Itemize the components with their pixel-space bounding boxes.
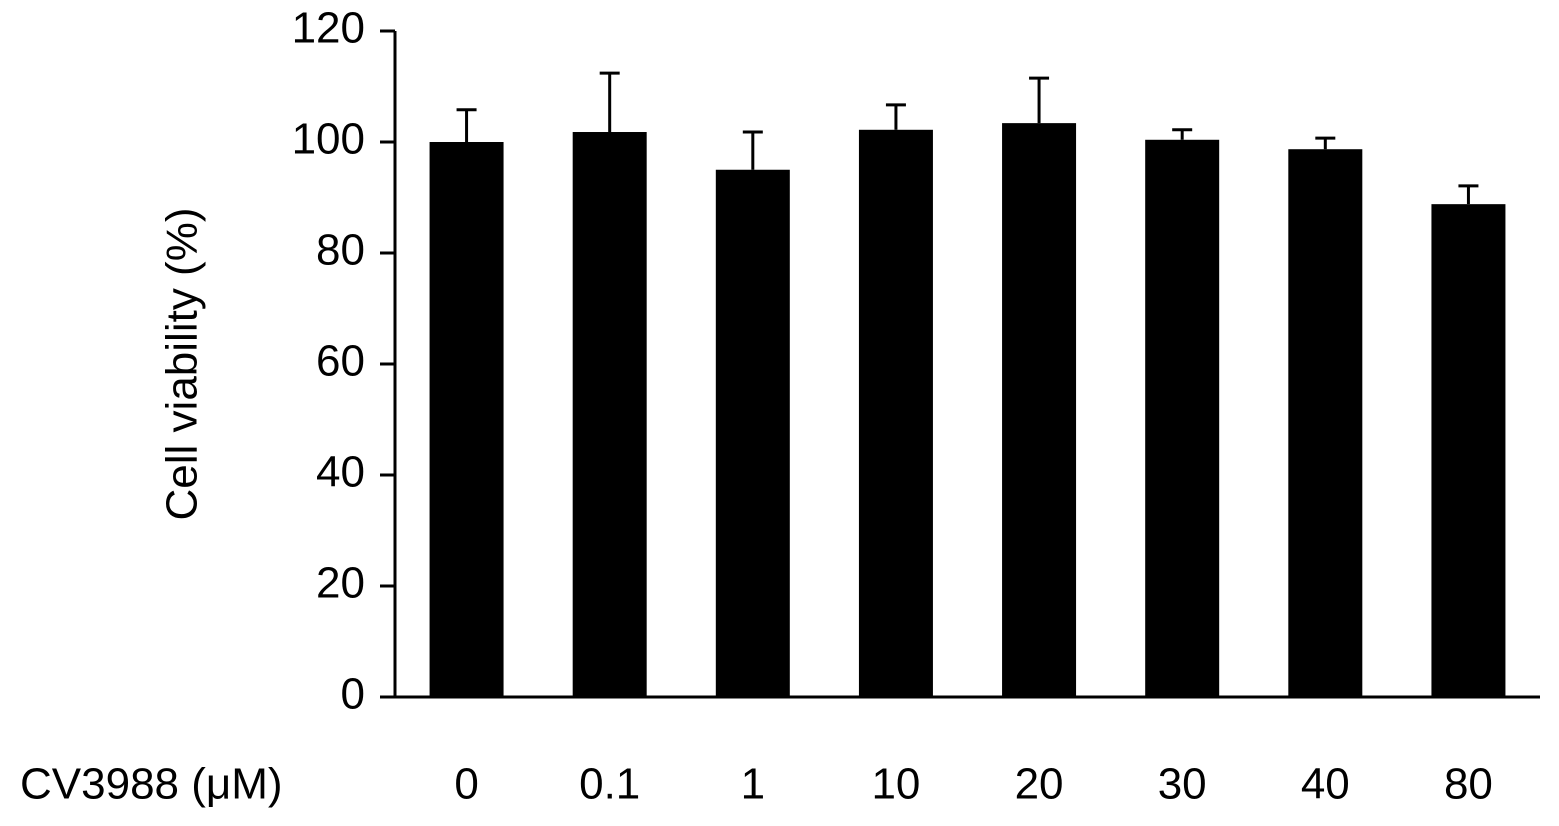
error-bar [1315, 136, 1336, 150]
x-tick-label: 20 [1015, 760, 1064, 809]
y-tick-label: 40 [316, 448, 365, 497]
y-tick-label: 120 [292, 4, 365, 53]
x-tick-label: 80 [1444, 760, 1493, 809]
error-bar [1172, 128, 1193, 140]
x-tick-label: 0 [454, 760, 478, 809]
bar [1145, 139, 1220, 697]
bar [1002, 123, 1077, 697]
bar [429, 142, 504, 697]
bar [1431, 204, 1506, 697]
x-tick-label: 0.1 [579, 760, 640, 809]
y-tick-label: 0 [341, 670, 365, 719]
error-bar [456, 108, 477, 142]
bar [858, 129, 933, 698]
x-axis-label: CV3988 (μM) [20, 760, 283, 809]
x-tick-label: 10 [871, 760, 920, 809]
bar [1288, 149, 1363, 698]
x-tick-label: 30 [1158, 760, 1207, 809]
error-bar [599, 71, 620, 133]
y-tick-label: 80 [316, 226, 365, 275]
y-tick-label: 60 [316, 337, 365, 386]
bar [715, 169, 790, 697]
y-axis-label: Cell viability (%) [158, 208, 207, 521]
bar [572, 132, 647, 697]
x-tick-label: 1 [741, 760, 765, 809]
x-tick-label: 40 [1301, 760, 1350, 809]
y-tick-label: 20 [316, 559, 365, 608]
error-bar [742, 130, 763, 170]
error-bar [885, 103, 906, 130]
error-bar [1029, 76, 1050, 124]
error-bar [1458, 184, 1479, 205]
y-tick-label: 100 [292, 115, 365, 164]
